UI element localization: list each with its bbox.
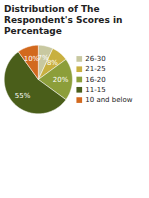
svg-text:16-20: 16-20 — [85, 76, 105, 84]
svg-text:11-15: 11-15 — [85, 86, 105, 94]
html-text:Distribution of The Respondent: Distribution of The Respondent's Scores … — [4, 4, 123, 36]
svg-text:55%: 55% — [15, 92, 31, 100]
svg-text:26-30: 26-30 — [85, 56, 105, 64]
svg-text:21-25: 21-25 — [85, 66, 105, 74]
svg-text:7%: 7% — [37, 54, 49, 63]
svg-text:20%: 20% — [53, 76, 69, 84]
svg-text:10%: 10% — [24, 55, 40, 63]
svg-text:8%: 8% — [47, 59, 58, 67]
svg-text:10 and below: 10 and below — [85, 97, 133, 105]
